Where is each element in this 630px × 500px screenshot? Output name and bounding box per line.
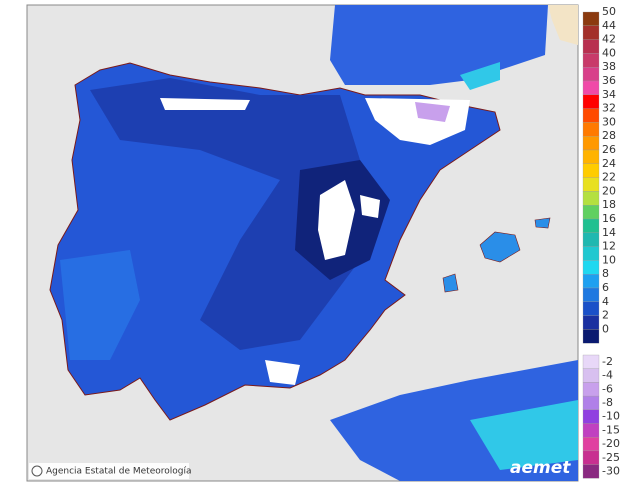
legend-swatch (582, 287, 600, 302)
legend-label: 32 (602, 102, 616, 115)
legend-swatch (582, 354, 600, 369)
legend-label: 34 (602, 88, 616, 101)
legend-label: -4 (602, 369, 613, 382)
legend-swatch (582, 274, 600, 289)
legend-label: 8 (602, 267, 609, 280)
legend-swatch (582, 464, 600, 479)
legend-label: 12 (602, 240, 616, 253)
legend-swatch (582, 260, 600, 275)
legend-swatch (582, 395, 600, 410)
legend-swatch (582, 39, 600, 54)
legend-label: 40 (602, 46, 616, 59)
legend-swatch (582, 191, 600, 206)
legend-label: 10 (602, 253, 616, 266)
copyright-icon (31, 465, 43, 477)
legend-label: 30 (602, 115, 616, 128)
legend-swatch (582, 53, 600, 68)
legend-label: 22 (602, 171, 616, 184)
legend-label: 2 (602, 309, 609, 322)
legend-label: -15 (602, 423, 620, 436)
legend-label: 44 (602, 19, 616, 32)
legend-swatch (582, 108, 600, 123)
legend-swatch (582, 11, 600, 26)
legend-label: -20 (602, 437, 620, 450)
legend-label: 4 (602, 295, 609, 308)
legend-swatch (582, 149, 600, 164)
legend-label: 20 (602, 184, 616, 197)
legend-label: -25 (602, 451, 620, 464)
legend-swatch (582, 67, 600, 82)
sea-anomaly (470, 400, 578, 470)
legend-swatch (582, 437, 600, 452)
legend: 5044424038363432302826242220181614121086… (582, 5, 620, 479)
legend-swatch (582, 163, 600, 178)
legend-label: 14 (602, 226, 616, 239)
legend-swatch (582, 329, 600, 344)
legend-swatch (582, 25, 600, 40)
legend-swatch (582, 177, 600, 192)
legend-swatch (582, 382, 600, 397)
legend-label: -2 (602, 355, 613, 368)
legend-label: 28 (602, 129, 616, 142)
legend-label: 16 (602, 212, 616, 225)
legend-label: 6 (602, 281, 609, 294)
credit-box (29, 463, 189, 479)
legend-label: 24 (602, 157, 616, 170)
legend-swatch (582, 315, 600, 330)
mild-zone (60, 250, 140, 360)
legend-swatch (582, 409, 600, 424)
credit-text: Agencia Estatal de Meteorología (46, 467, 192, 477)
cold-zone (90, 78, 380, 350)
legend-swatch (582, 205, 600, 220)
legend-label: 36 (602, 74, 616, 87)
legend-swatch (582, 301, 600, 316)
legend-swatch (582, 423, 600, 438)
snow-area (415, 102, 450, 122)
legend-label: 0 (602, 322, 609, 335)
balearic-islands (442, 217, 551, 293)
legend-swatch (582, 136, 600, 151)
snow-area (318, 180, 380, 260)
legend-swatch (582, 232, 600, 247)
sea-anomaly (460, 62, 500, 90)
legend-swatch (582, 122, 600, 137)
legend-label: 38 (602, 60, 616, 73)
legend-swatch (582, 80, 600, 95)
legend-swatch (582, 94, 600, 109)
legend-swatch (582, 368, 600, 383)
france-land (548, 5, 578, 45)
legend-label: 42 (602, 33, 616, 46)
legend-swatch (582, 450, 600, 465)
legend-swatch (582, 246, 600, 261)
logo: aemet (510, 458, 571, 478)
legend-label: -8 (602, 396, 613, 409)
legend-label: 50 (602, 5, 616, 18)
legend-label: -6 (602, 382, 613, 395)
legend-label: -10 (602, 410, 620, 423)
legend-label: 18 (602, 198, 616, 211)
legend-swatch (582, 218, 600, 233)
legend-label: -30 (602, 464, 620, 477)
legend-label: 26 (602, 143, 616, 156)
